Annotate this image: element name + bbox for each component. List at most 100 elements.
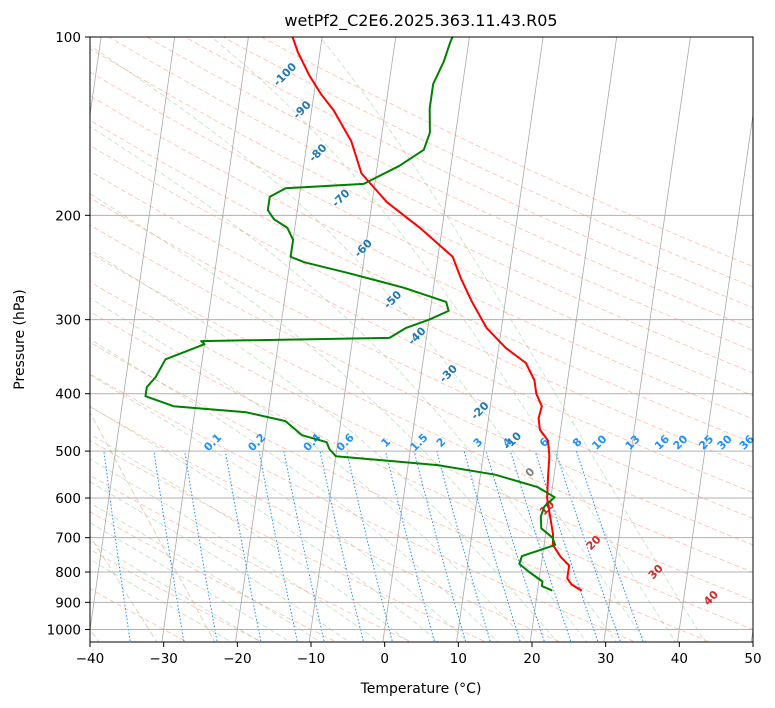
mixing-ratio-label: 1.5 bbox=[408, 431, 431, 454]
dry-adiabat-label: 30 bbox=[646, 562, 666, 582]
mixing-ratio-line bbox=[575, 450, 644, 642]
dry-adiabat-line bbox=[90, 252, 753, 573]
isotherm-line bbox=[308, 37, 397, 642]
dry-adiabat-line bbox=[90, 145, 753, 468]
mixing-ratio-label: 25 bbox=[696, 433, 716, 453]
y-axis-ticks: 100 200 300 400 500 600 700 800 900 1000 bbox=[47, 30, 90, 638]
y-tick-label: 500 bbox=[55, 444, 81, 460]
y-tick-label: 1000 bbox=[47, 622, 81, 638]
dry-adiabat-line bbox=[146, 37, 753, 330]
y-tick-label: 900 bbox=[55, 595, 81, 611]
mixing-ratio-label: 0.4 bbox=[301, 431, 324, 454]
x-tick-label: −10 bbox=[297, 651, 326, 667]
y-tick-label: 100 bbox=[55, 30, 81, 46]
dry-adiabat-label: 20 bbox=[584, 533, 604, 553]
isotherm-line bbox=[603, 37, 691, 642]
isotherm-line bbox=[382, 37, 470, 642]
y-tick-label: 700 bbox=[55, 531, 81, 547]
x-tick-label: −30 bbox=[149, 651, 178, 667]
mixing-ratio-line bbox=[258, 451, 298, 642]
x-tick-label: 30 bbox=[597, 651, 614, 667]
x-tick-label: 40 bbox=[671, 651, 688, 667]
mixing-ratio-line bbox=[463, 450, 521, 642]
dry-adiabat-line bbox=[184, 37, 753, 309]
dry-adiabat-line bbox=[260, 37, 753, 268]
dewpoint-label: -50 bbox=[381, 288, 404, 311]
mixing-ratio-line bbox=[283, 451, 325, 642]
moist-adiabat-line bbox=[90, 540, 262, 642]
dry-adiabat-label: 40 bbox=[701, 588, 721, 608]
mixing-ratio-line bbox=[385, 450, 436, 642]
mixing-ratio-line bbox=[224, 451, 262, 642]
dewpoint-label: 0 bbox=[523, 465, 538, 480]
dry-adiabat-line bbox=[90, 95, 753, 420]
moist-adiabat-line bbox=[90, 458, 380, 642]
dry-adiabat-line bbox=[108, 37, 753, 352]
dry-adiabat-line bbox=[90, 119, 753, 444]
dry-adiabat-line bbox=[90, 224, 753, 546]
mixing-ratio-label: 20 bbox=[671, 432, 691, 452]
dry-adiabat-line bbox=[90, 406, 562, 642]
x-tick-label: 0 bbox=[380, 651, 389, 667]
mixing-ratio-label: 10 bbox=[589, 432, 609, 452]
isotherm-line bbox=[235, 37, 323, 642]
isotherm-line bbox=[161, 37, 249, 642]
dry-adiabat-line bbox=[90, 474, 413, 642]
dry-adiabat-line bbox=[90, 548, 263, 642]
y-tick-label: 400 bbox=[55, 387, 81, 403]
moist-adiabat-line bbox=[90, 193, 588, 642]
mixing-ratio-line bbox=[153, 451, 185, 642]
y-tick-label: 200 bbox=[55, 208, 81, 224]
mixing-ratio-line bbox=[510, 450, 572, 642]
x-tick-label: 10 bbox=[450, 651, 467, 667]
mixing-ratio-line bbox=[346, 450, 393, 642]
pressure-gridlines bbox=[90, 37, 753, 630]
dry-adiabat-line bbox=[90, 341, 712, 642]
dry-adiabat-line bbox=[90, 281, 753, 601]
dewpoint-label: -70 bbox=[329, 186, 352, 209]
y-tick-label: 300 bbox=[55, 313, 81, 329]
background-lines bbox=[57, 37, 753, 644]
moist-adiabat-line bbox=[90, 249, 558, 642]
isotherm-line bbox=[90, 37, 176, 633]
x-tick-label: 50 bbox=[744, 651, 761, 667]
mixing-ratio-line bbox=[103, 451, 131, 642]
mixing-ratio-label: 16 bbox=[652, 432, 672, 452]
isotherm-line bbox=[677, 111, 753, 642]
frost-point-line bbox=[90, 411, 216, 642]
mixing-ratio-label: 30 bbox=[715, 432, 735, 452]
x-axis-ticks: −40 −30 −20 −10 0 10 20 30 40 50 bbox=[76, 642, 762, 667]
moist-adiabat-line bbox=[90, 405, 440, 642]
mixing-ratio-line bbox=[57, 451, 80, 644]
chart-title: wetPf2_C2E6.2025.363.11.43.R05 bbox=[284, 11, 557, 31]
dewpoint-line bbox=[144, 37, 557, 592]
dry-adiabat-line bbox=[222, 37, 753, 288]
mixing-ratio-line bbox=[319, 450, 365, 642]
mixing-ratio-label: 0.6 bbox=[334, 431, 357, 454]
y-axis-label: Pressure (hPa) bbox=[12, 289, 28, 389]
mixing-ratio-label: 2 bbox=[434, 435, 449, 450]
mixing-ratio-line bbox=[436, 450, 491, 642]
x-tick-label: 20 bbox=[523, 651, 540, 667]
profile-series bbox=[144, 37, 583, 592]
x-axis-label: Temperature (°C) bbox=[360, 681, 482, 697]
mixing-ratio-label: 0.1 bbox=[201, 431, 224, 454]
mixing-ratio-line bbox=[184, 451, 218, 642]
dry-adiabat-line bbox=[90, 71, 753, 397]
moist-adiabat-line bbox=[90, 481, 351, 642]
dry-adiabat-line bbox=[90, 311, 753, 630]
mixing-ratio-label: 36 bbox=[737, 432, 757, 452]
dry-adiabat-line bbox=[90, 170, 753, 494]
mixing-ratio-line bbox=[413, 450, 467, 642]
dry-adiabat-line bbox=[90, 511, 338, 642]
x-tick-label: −20 bbox=[223, 651, 252, 667]
moist-adiabat-line bbox=[90, 45, 647, 642]
mixing-ratio-line bbox=[534, 450, 599, 642]
dewpoint-label: -100 bbox=[271, 60, 300, 89]
dry-adiabat-line bbox=[90, 588, 188, 642]
mixing-ratio-label: 1 bbox=[379, 435, 394, 450]
x-tick-label: −40 bbox=[76, 651, 105, 667]
isotherm-line bbox=[750, 626, 753, 642]
mixing-ratio-label: 13 bbox=[623, 433, 643, 453]
